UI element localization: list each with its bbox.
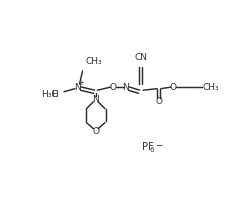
Text: CH₃: CH₃ <box>203 83 219 92</box>
Text: CN: CN <box>134 53 147 62</box>
Text: −: − <box>155 140 163 149</box>
Text: +: + <box>78 80 84 86</box>
Text: H₃C: H₃C <box>41 90 58 99</box>
Text: N: N <box>75 83 81 92</box>
Text: O: O <box>155 97 162 106</box>
Text: 6: 6 <box>150 147 154 153</box>
Text: O: O <box>109 83 116 92</box>
Text: O: O <box>170 83 177 92</box>
Text: CH₃: CH₃ <box>86 57 102 66</box>
Text: N: N <box>92 95 99 104</box>
Text: O: O <box>92 127 99 136</box>
Text: H: H <box>51 90 58 99</box>
Text: N: N <box>123 83 129 92</box>
Text: PF: PF <box>142 142 154 152</box>
